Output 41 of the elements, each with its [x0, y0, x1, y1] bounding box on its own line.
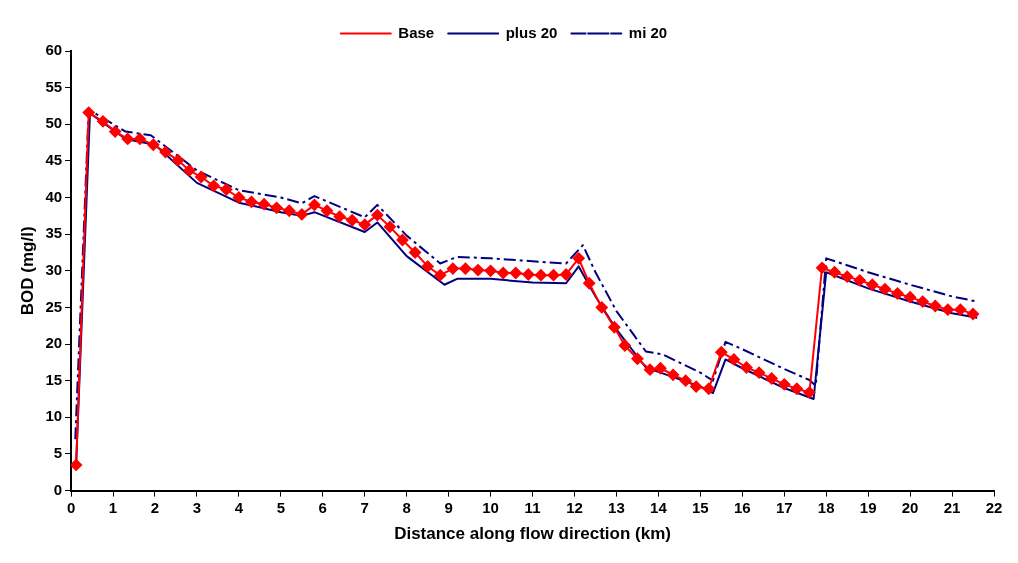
y-tick-label: 45: [45, 151, 63, 169]
y-tick-label: 30: [45, 260, 63, 278]
x-tick-label: 3: [192, 498, 202, 516]
y-tick-label: 50: [45, 114, 63, 132]
y-tick-label: 40: [45, 187, 63, 205]
legend-label: mi 20: [628, 23, 668, 41]
y-tick-label: 25: [45, 297, 63, 315]
x-tick-label: 13: [608, 498, 625, 516]
x-tick-label: 21: [943, 498, 961, 516]
x-tick-label: 15: [692, 498, 709, 516]
x-tick-label: 11: [524, 498, 541, 516]
x-tick-label: 20: [901, 498, 919, 516]
x-tick-label: 22: [985, 498, 1003, 516]
y-tick-label: 55: [45, 77, 63, 95]
x-tick-label: 0: [66, 498, 76, 516]
x-tick-label: 6: [318, 498, 327, 516]
y-axis-title: BOD (mg/l): [17, 226, 37, 316]
x-tick-label: 7: [360, 498, 369, 516]
x-tick-label: 4: [234, 498, 244, 516]
x-tick-label: 9: [444, 498, 453, 516]
y-tick-label: 20: [45, 334, 63, 352]
y-tick-label: 35: [45, 224, 63, 242]
x-tick-label: 19: [859, 498, 877, 516]
x-tick-label: 16: [733, 498, 751, 516]
y-tick-label: 0: [53, 480, 63, 498]
legend-label: plus 20: [505, 23, 558, 41]
y-tick-label: 10: [45, 407, 63, 425]
x-tick-label: 2: [150, 498, 160, 516]
x-tick-label: 17: [775, 498, 793, 516]
x-tick-label: 14: [650, 498, 668, 516]
x-tick-label: 12: [566, 498, 583, 516]
x-tick-label: 10: [482, 498, 499, 516]
legend-label: Base: [398, 23, 435, 41]
x-axis-title: Distance along flow direction (km): [394, 524, 671, 544]
x-tick-label: 8: [402, 498, 411, 516]
x-tick-label: 5: [276, 498, 286, 516]
y-tick-label: 60: [45, 41, 63, 59]
x-tick-label: 18: [817, 498, 835, 516]
x-tick-label: 1: [108, 498, 118, 516]
y-tick-label: 5: [53, 444, 63, 462]
y-tick-label: 15: [45, 370, 63, 388]
